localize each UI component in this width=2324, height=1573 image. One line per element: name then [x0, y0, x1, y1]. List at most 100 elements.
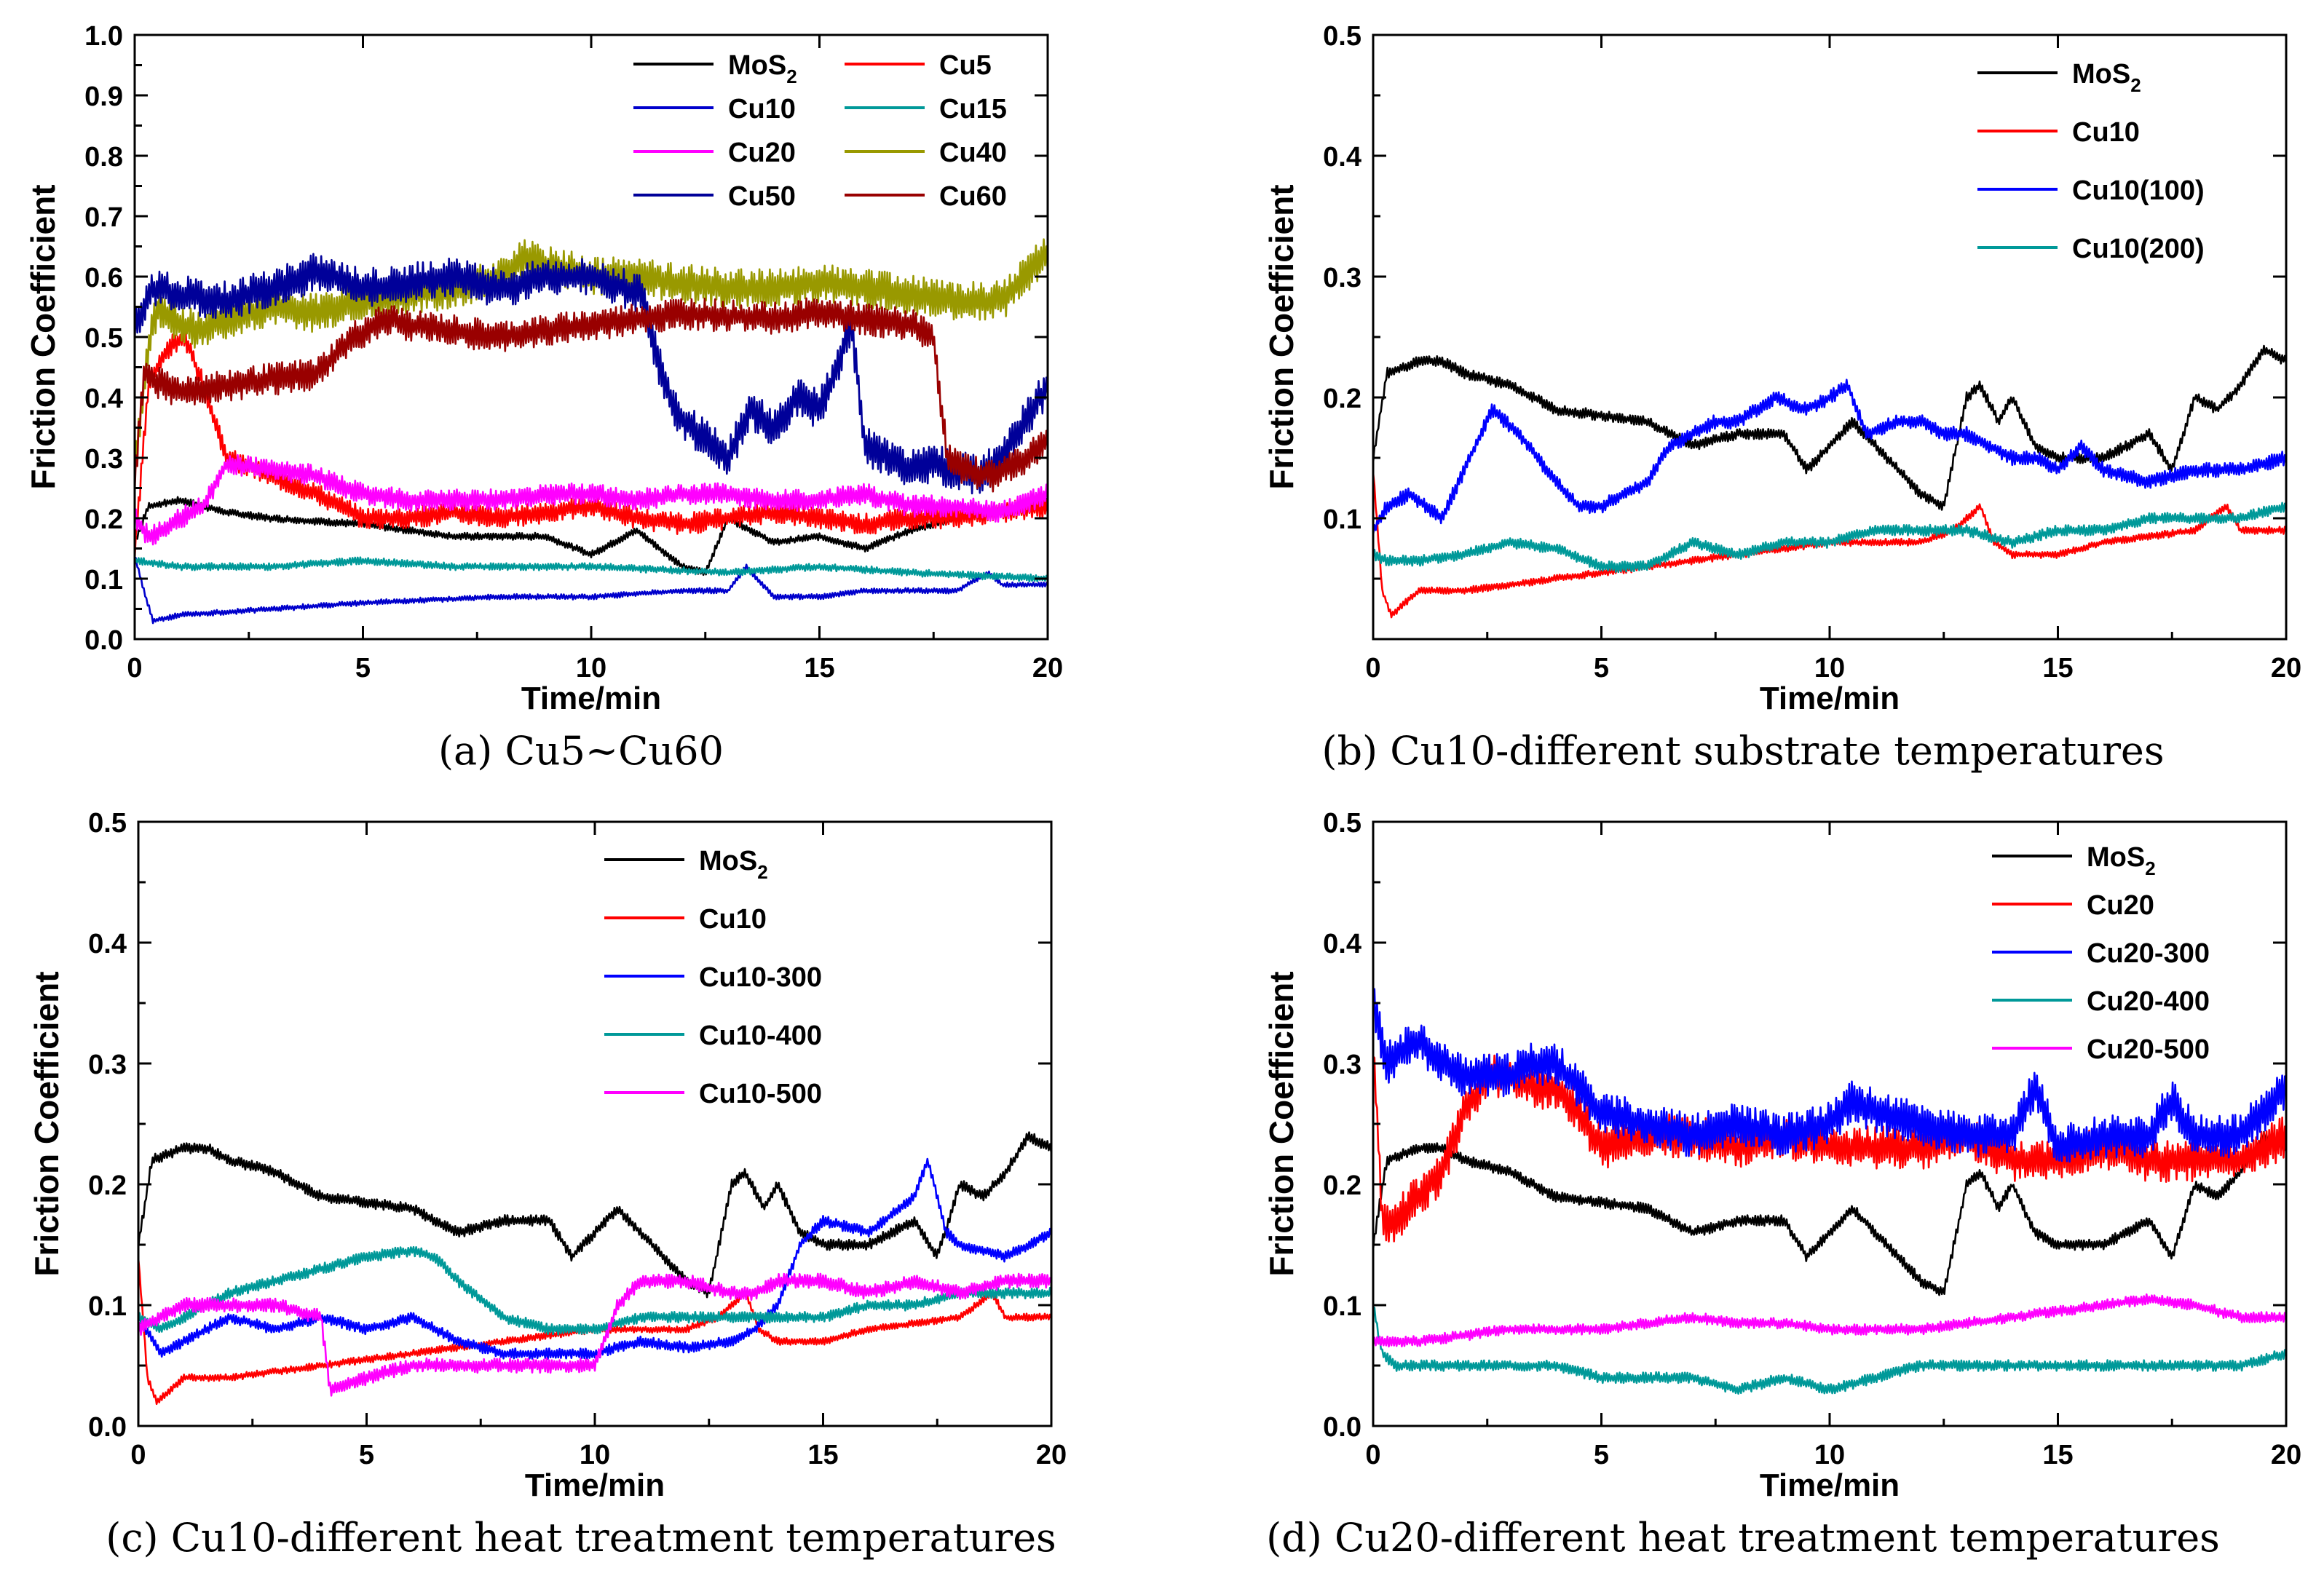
series-group-d	[1373, 988, 2286, 1395]
legend-label-c: Cu10-300	[699, 962, 822, 993]
series-line-c-cu10-500	[138, 1272, 1051, 1397]
panel-d: 0 5 10 15 20 0.0 0.1 0.2 0.3 0.4 0.5 Time/min Fricti…	[1162, 787, 2324, 1573]
series-line-d-cu20-400	[1373, 1306, 2286, 1395]
y-tick-label-a: 0.2	[84, 504, 123, 535]
legend-label-c: Cu10-400	[699, 1021, 822, 1051]
y-tick-label-c: 0.0	[88, 1412, 127, 1443]
x-tick-label-d: 5	[1594, 1440, 1609, 1470]
y-tick-label-a: 0.9	[84, 82, 123, 112]
x-tick-label-b: 0	[1365, 653, 1380, 684]
x-tick-label-c: 0	[130, 1440, 146, 1470]
x-tick-label-c: 5	[359, 1440, 374, 1470]
x-tick-label-c: 15	[807, 1440, 838, 1470]
legend-label-c: Cu10	[699, 904, 767, 935]
y-tick-label-a: 0.4	[84, 384, 123, 414]
y-tick-label-d: 0.5	[1323, 808, 1361, 839]
x-axis-title-b: Time/min	[1760, 681, 1900, 716]
series-group-a	[135, 238, 1048, 625]
chart-b: 0 5 10 15 20 0.1 0.2 0.3 0.4 0.5 Time/min Friction …	[1262, 21, 2301, 716]
legend-label-d: MoS2	[2087, 842, 2156, 879]
caption-d: (d) Cu20-different heat treatment temper…	[1266, 1515, 2220, 1561]
series-line-b-mos2	[1373, 344, 2286, 511]
y-tick-label-a: 0.0	[84, 625, 123, 656]
legend-label-b: Cu10(200)	[2072, 234, 2205, 264]
x-tick-label-b: 20	[2271, 653, 2301, 684]
y-tick-label-a: 0.3	[84, 444, 123, 475]
legend-label-a: Cu10	[728, 94, 796, 124]
chart-a: 0 5 10 15 20 0.0 0.1 0.2 0.3 0.4 0.5 0.6 0.7 0.8 0.9 1.…	[24, 21, 1063, 716]
series-line-a-cu10	[135, 556, 1048, 625]
x-axis-title-c: Time/min	[525, 1467, 665, 1503]
y-tick-label-a: 0.1	[84, 565, 123, 595]
legend-label-c: MoS2	[699, 846, 768, 883]
y-tick-label-a: 0.7	[84, 202, 123, 233]
y-tick-label-d: 0.1	[1323, 1291, 1361, 1322]
x-tick-label-b: 10	[1814, 653, 1845, 684]
series-line-a-cu20	[135, 453, 1048, 546]
legend-label-b: MoS2	[2072, 59, 2141, 96]
y-tick-label-b: 0.2	[1323, 384, 1361, 414]
legend-label-d: Cu20-400	[2087, 986, 2210, 1017]
series-line-d-cu20-500	[1373, 1293, 2286, 1348]
series-group-b	[1373, 344, 2286, 619]
x-tick-label-a: 20	[1032, 653, 1063, 684]
x-tick-label-a: 10	[576, 653, 606, 684]
legend-label-a: Cu50	[728, 181, 796, 212]
y-tick-label-c: 0.4	[88, 929, 127, 959]
series-line-d-mos2	[1373, 1130, 2286, 1296]
x-tick-label-a: 5	[355, 653, 371, 684]
panel-a: 0 5 10 15 20 0.0 0.1 0.2 0.3 0.4 0.5 0.6 0.7 0.8 0.9 1.…	[0, 0, 1162, 786]
series-line-a-cu60	[135, 297, 1048, 494]
series-line-c-cu10-400	[138, 1245, 1051, 1336]
x-tick-label-a: 0	[127, 653, 142, 684]
plot-frame-b	[1372, 33, 2288, 641]
series-line-b-cu10-200-	[1373, 502, 2286, 574]
chart-c: 0 5 10 15 20 0.0 0.1 0.2 0.3 0.4 0.5 Time/min Fricti…	[28, 808, 1067, 1503]
panel-b: 0 5 10 15 20 0.1 0.2 0.3 0.4 0.5 Time/min Friction …	[1162, 0, 2324, 786]
legend-label-a: Cu60	[939, 181, 1007, 212]
y-tick-label-c: 0.5	[88, 808, 127, 839]
y-tick-label-a: 1.0	[84, 21, 123, 52]
x-axis-title-a: Time/min	[521, 681, 661, 716]
x-tick-label-a: 15	[804, 653, 834, 684]
y-tick-label-c: 0.2	[88, 1170, 127, 1201]
y-tick-label-c: 0.3	[88, 1050, 127, 1080]
legend-label-a: Cu5	[939, 50, 992, 81]
series-line-a-mos2	[135, 496, 1048, 576]
y-tick-label-a: 0.5	[84, 323, 123, 354]
x-tick-label-d: 10	[1814, 1440, 1845, 1470]
y-tick-label-b: 0.4	[1323, 142, 1361, 173]
legend-label-d: Cu20-500	[2087, 1034, 2210, 1065]
y-tick-label-b: 0.3	[1323, 263, 1361, 293]
series-line-a-cu50	[135, 253, 1048, 495]
y-tick-label-d: 0.4	[1323, 929, 1361, 959]
x-tick-label-d: 0	[1365, 1440, 1380, 1470]
panel-c: 0 5 10 15 20 0.0 0.1 0.2 0.3 0.4 0.5 Time/min Fricti…	[0, 787, 1162, 1573]
y-tick-label-b: 0.5	[1323, 21, 1361, 52]
y-axis-title-a: Friction Coefficient	[24, 184, 62, 489]
series-line-c-cu10-300	[138, 1157, 1051, 1360]
y-tick-label-d: 0.0	[1323, 1412, 1361, 1443]
x-tick-label-c: 10	[580, 1440, 610, 1470]
series-line-c-mos2	[138, 1131, 1051, 1299]
y-axis-title-b: Friction Coefficient	[1262, 184, 1300, 489]
caption-c: (c) Cu10-different heat treatment temper…	[106, 1515, 1056, 1561]
x-axis-title-d: Time/min	[1760, 1467, 1900, 1503]
series-group-c	[138, 1131, 1051, 1406]
legend-label-d: Cu20-300	[2087, 938, 2210, 969]
y-tick-label-b: 0.1	[1323, 504, 1361, 535]
x-tick-label-c: 20	[1036, 1440, 1067, 1470]
plot-frame-a	[133, 33, 1049, 641]
legend-label-d: Cu20	[2087, 890, 2154, 921]
caption-a: (a) Cu5~Cu60	[438, 728, 724, 774]
legend-label-a: Cu15	[939, 94, 1007, 124]
legend-label-a: Cu40	[939, 138, 1007, 168]
y-tick-label-c: 0.1	[88, 1291, 127, 1322]
series-line-b-cu10-100-	[1373, 379, 2286, 535]
x-tick-label-d: 20	[2271, 1440, 2301, 1470]
y-tick-label-a: 0.8	[84, 142, 123, 173]
series-line-a-cu5	[135, 328, 1048, 560]
y-tick-label-d: 0.3	[1323, 1050, 1361, 1080]
caption-b: (b) Cu10-different substrate temperature…	[1321, 728, 2165, 774]
legend-label-b: Cu10(100)	[2072, 175, 2205, 206]
